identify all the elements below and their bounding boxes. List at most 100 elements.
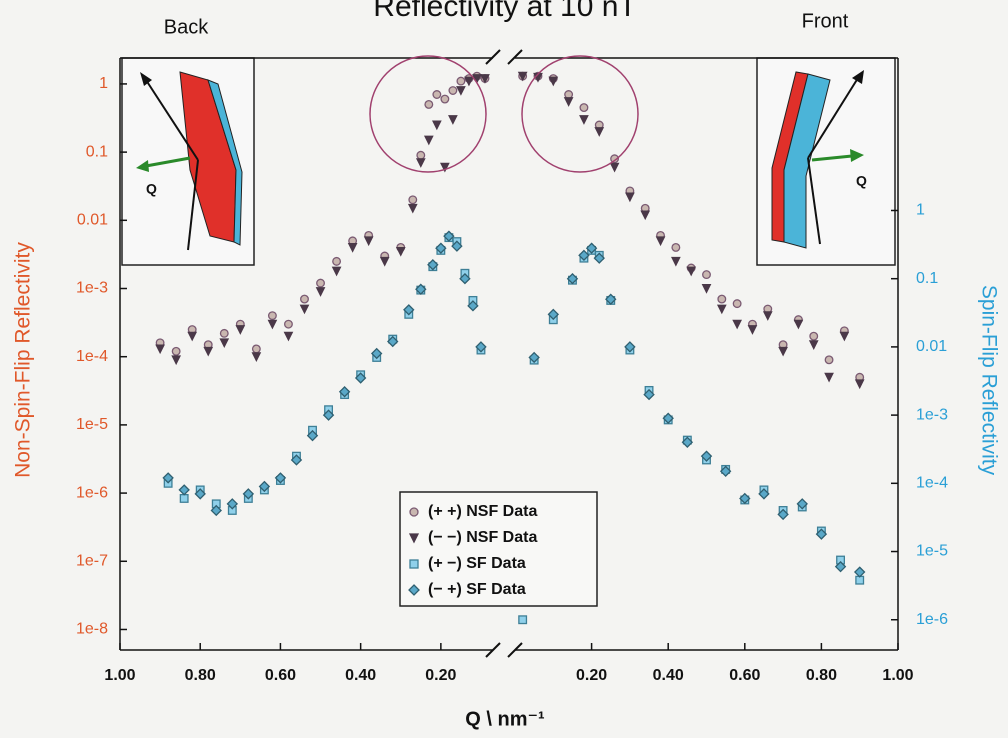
legend-label: (− +) SF Data: [428, 581, 526, 598]
y-tick-label: 1e-5: [76, 416, 108, 433]
data-point: [251, 352, 262, 362]
inset-front: Q: [756, 57, 896, 266]
legend-label: (− −) NSF Data: [428, 529, 537, 546]
data-point: [407, 203, 418, 214]
data-point: [808, 340, 819, 350]
data-point: [815, 528, 828, 540]
data-point: [456, 76, 466, 86]
data-point: [331, 266, 342, 277]
data-point: [395, 246, 406, 257]
data-point: [758, 488, 770, 500]
x-tick-label: 0.40: [345, 667, 376, 684]
data-point: [528, 351, 540, 364]
data-point: [564, 90, 574, 99]
x-tick-label: 0.20: [576, 667, 607, 684]
data-point: [162, 472, 174, 484]
data-point: [605, 293, 617, 305]
data-point: [701, 284, 712, 294]
y-tick-label: 0.1: [86, 143, 108, 160]
y-tick-label: 0.01: [77, 212, 108, 229]
data-point: [155, 344, 165, 355]
data-point: [322, 409, 335, 421]
data-point: [171, 355, 182, 366]
data-point: [448, 115, 458, 125]
data-point: [440, 94, 450, 104]
x-axis-label: Q \ nm⁻¹: [465, 708, 545, 730]
data-point: [424, 100, 434, 109]
legend-marker: [409, 559, 419, 569]
data-point: [547, 308, 560, 321]
data-point: [732, 299, 742, 309]
highlight-circle: [369, 55, 487, 173]
data-point: [796, 498, 808, 510]
data-point: [283, 331, 294, 342]
data-point: [267, 319, 278, 330]
data-point: [824, 355, 834, 365]
data-point: [717, 294, 727, 304]
data-point: [210, 504, 222, 517]
data-point: [681, 436, 694, 448]
data-point: [579, 115, 589, 125]
data-point: [235, 325, 246, 335]
data-point: [332, 256, 342, 266]
data-point: [187, 331, 198, 342]
data-point: [739, 492, 751, 505]
data-point: [387, 335, 399, 348]
data-point: [655, 236, 666, 247]
data-point: [566, 272, 579, 285]
data-point: [435, 242, 447, 254]
data-point: [456, 86, 466, 96]
data-point: [415, 283, 427, 295]
data-point: [475, 341, 487, 353]
data-point: [593, 252, 605, 264]
data-point: [747, 325, 758, 335]
data-point: [609, 162, 620, 173]
y2-tick-label: 1e-6: [916, 611, 948, 628]
legend-label: (+ −) SF Data: [428, 555, 526, 572]
data-point: [267, 311, 277, 321]
x-tick-label: 0.40: [653, 667, 684, 684]
y2-tick-label: 1e-4: [916, 475, 948, 492]
data-point: [579, 103, 589, 113]
data-point: [517, 71, 528, 82]
data-point: [274, 472, 287, 484]
data-point: [408, 195, 418, 205]
data-point: [459, 272, 471, 285]
data-point: [563, 97, 574, 107]
data-point: [316, 278, 325, 288]
data-point: [219, 328, 229, 338]
data-point: [594, 127, 605, 137]
chart-title: Reflectivity at 10 nT: [373, 0, 636, 23]
y2-tick-label: 1: [916, 202, 925, 219]
x-tick-label: 0.80: [806, 667, 837, 684]
data-point: [640, 210, 651, 221]
data-point: [853, 566, 866, 578]
data-point: [610, 154, 620, 164]
y2-tick-label: 0.1: [916, 270, 938, 287]
y2-tick-label: 0.01: [916, 338, 947, 355]
data-point: [432, 90, 442, 99]
data-point: [778, 346, 788, 357]
data-point: [671, 243, 681, 252]
data-point: [662, 412, 674, 424]
data-point: [379, 256, 390, 267]
legend-marker: [408, 533, 420, 544]
data-point: [834, 560, 847, 573]
data-point: [251, 344, 261, 354]
legend-marker: [408, 584, 420, 596]
data-point: [732, 319, 742, 330]
x-tick-label: 0.60: [729, 667, 760, 684]
plot-area: 1 0.1 0.01 1e-3 1e-4 1e-5 1e-6 1e-7 1e-8 1 0.1 0.01…: [76, 57, 948, 684]
y-tick-label: 1e-8: [76, 621, 108, 638]
y2-tick-label: 1e-5: [916, 543, 948, 560]
data-point: [854, 379, 865, 390]
data-point: [203, 346, 214, 357]
y-tick-label: 1e-3: [76, 280, 108, 297]
data-point: [416, 150, 426, 160]
data-point: [338, 386, 351, 398]
data-point: [427, 259, 439, 271]
y2-axis-label: Spin-Flip Reflectivity: [977, 285, 1000, 476]
data-point: [290, 454, 303, 466]
data-point: [777, 508, 789, 521]
